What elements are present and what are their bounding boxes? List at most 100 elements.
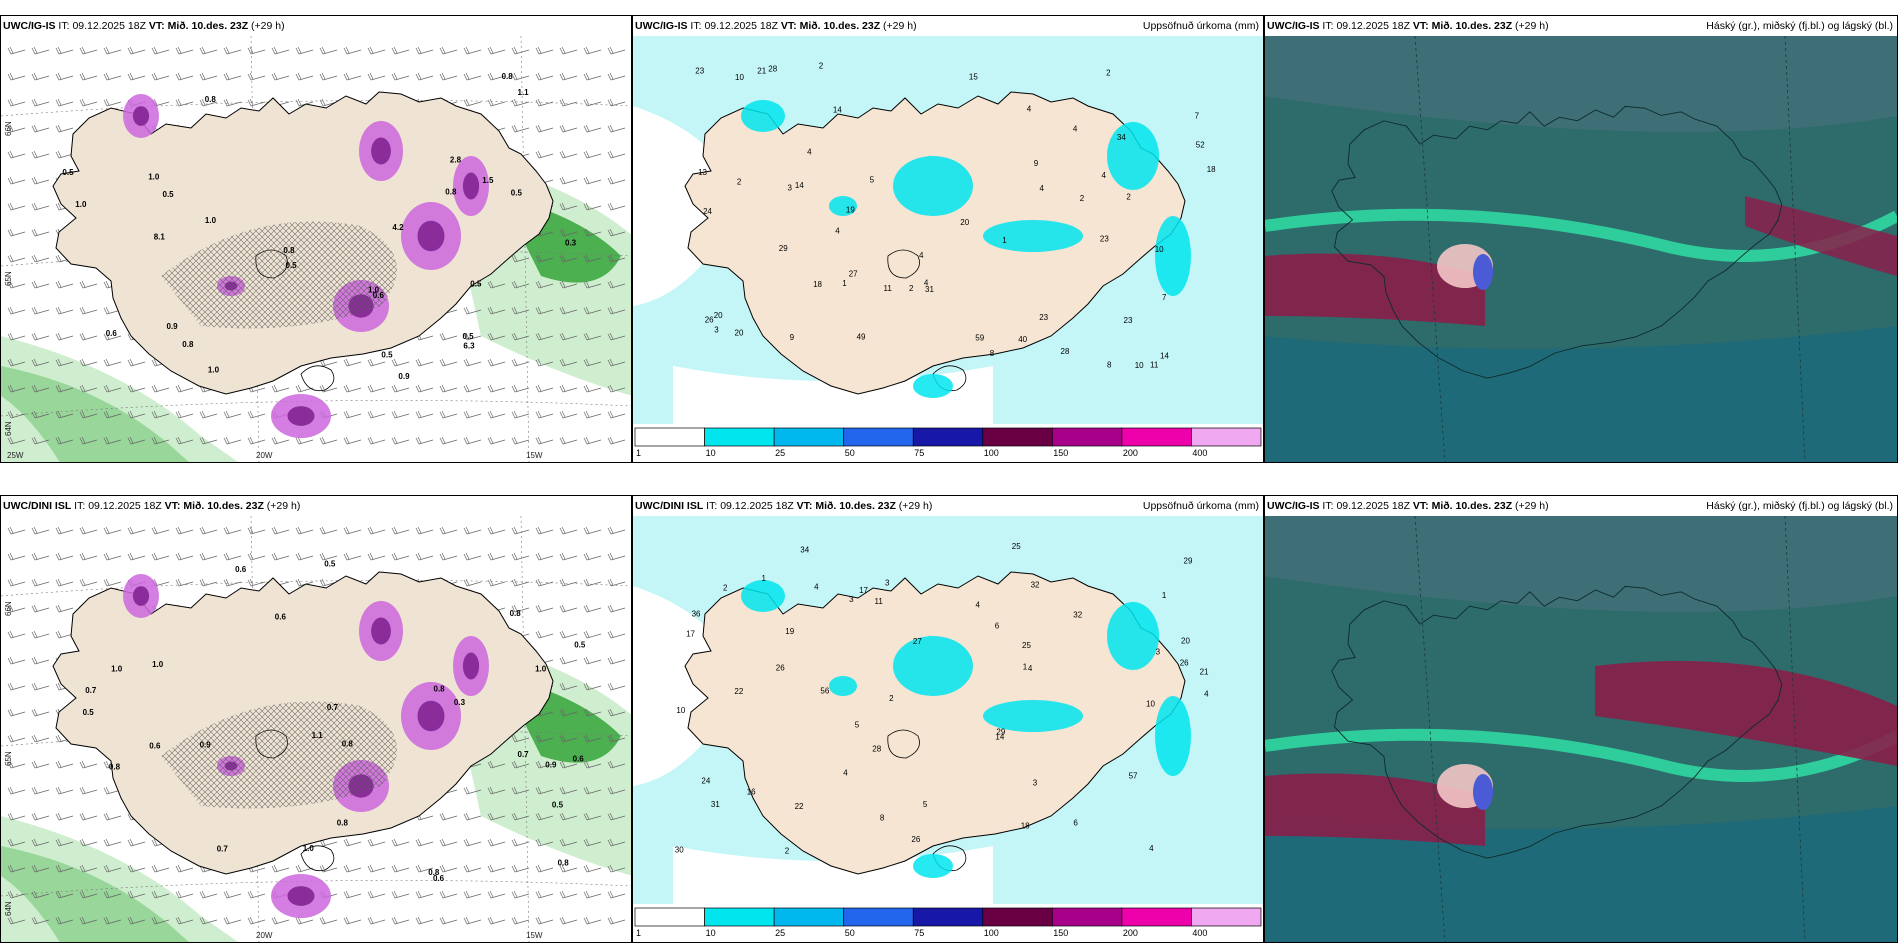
wind-barb: [607, 552, 626, 561]
wind-barb: [7, 656, 26, 665]
value-label: 3: [1156, 648, 1161, 657]
map-area[interactable]: 4 3 21 23 11 14 2 4 1 2 2 15 23 8 19 23 20 18 7 5 10 14 40 18 23…: [633, 36, 1263, 462]
wind-barb: [343, 358, 362, 367]
wind-barb: [31, 708, 50, 717]
colorbar-swatch: [634, 427, 705, 447]
run-info: UWC/IG-IS IT: 09.12.2025 18Z VT: Mið. 10…: [1267, 16, 1549, 36]
value-label: 2: [1106, 69, 1111, 78]
wind-barb: [535, 358, 554, 367]
wind-barb: [55, 280, 74, 289]
value-label: 40: [1018, 335, 1027, 344]
wind-barb: [271, 552, 290, 561]
wind-barb: [343, 436, 362, 445]
wind-barb: [439, 358, 458, 367]
value-label: 5: [923, 800, 928, 809]
run-info: UWC/IG-IS IT: 09.12.2025 18Z VT: Mið. 10…: [1267, 496, 1549, 516]
colorbar-tick: 10: [706, 448, 716, 458]
wind-barb: [103, 552, 122, 561]
lead-time: (+29 h): [898, 500, 933, 512]
wind-barb: [535, 630, 554, 639]
wind-barb: [583, 578, 602, 587]
wind-barb: [319, 72, 338, 81]
wind-barb: [127, 384, 146, 393]
wind-barb: [127, 838, 146, 847]
wind-barb: [439, 812, 458, 821]
wind-barb: [487, 760, 506, 769]
wind-barb: [391, 358, 410, 367]
wind-barb: [487, 838, 506, 847]
wind-barb: [607, 916, 626, 925]
value-label: 22: [795, 802, 804, 811]
value-label: 0.8: [337, 819, 349, 828]
value-label: 0.5: [470, 279, 482, 288]
value-label: 0.5: [463, 332, 475, 341]
wind-barb: [31, 150, 50, 159]
wind-barb: [607, 384, 626, 393]
lead-time: (+29 h): [251, 20, 285, 32]
wind-barb: [7, 436, 26, 445]
wind-barb: [79, 864, 98, 873]
precip-core: [462, 652, 480, 680]
value-label: 1: [1002, 236, 1007, 245]
wind-barb: [127, 46, 146, 55]
valid-time: Mið. 10.des. 23Z: [183, 500, 264, 512]
wind-barb: [463, 384, 482, 393]
wind-barb: [583, 124, 602, 133]
wind-barb: [367, 410, 386, 419]
map-area[interactable]: 66N 65N 64N 20W 15W 0.5 0.7 0.8 1.0 0.6 0.8 0.5 0.6 0…: [1, 516, 631, 942]
value-label: 1.5: [482, 176, 494, 185]
init-time-label: IT:: [690, 20, 702, 32]
wind-barb: [7, 812, 26, 821]
wind-barb: [511, 760, 530, 769]
value-label: 28: [768, 65, 777, 74]
wind-barb: [31, 838, 50, 847]
colorbar-swatch: [773, 907, 845, 927]
wind-barb: [223, 890, 242, 899]
graticule: [1414, 516, 1446, 942]
wind-barb: [127, 410, 146, 419]
wind-barb: [559, 864, 578, 873]
value-label: 29: [1184, 557, 1193, 566]
wind-barb: [607, 812, 626, 821]
value-label: 36: [692, 609, 701, 618]
wind-barb: [79, 332, 98, 341]
valid-time-label: VT:: [1412, 20, 1429, 32]
iceland-landmass: [684, 571, 1186, 875]
colorbar-tick: 150: [1053, 928, 1068, 938]
map-area[interactable]: 66N 65N 64N 25W 20W 15W 0.9 0.8 0.9 1.0 1.5 0.5 0.3 1…: [1, 36, 631, 462]
wind-barb: [7, 358, 26, 367]
wind-barb: [463, 552, 482, 561]
wind-barb: [559, 526, 578, 535]
wind-barb: [31, 358, 50, 367]
wind-barb: [199, 552, 218, 561]
wind-barb: [535, 280, 554, 289]
wind-barb: [535, 760, 554, 769]
map-area[interactable]: [1265, 516, 1897, 942]
wind-barb: [55, 332, 74, 341]
value-label: 13: [698, 168, 707, 177]
wind-barb: [415, 890, 434, 899]
wind-barb: [79, 98, 98, 107]
wind-barb: [463, 526, 482, 535]
wind-barb: [367, 552, 386, 561]
wind-barb: [559, 552, 578, 561]
wind-barb: [535, 890, 554, 899]
value-label: 29: [996, 728, 1005, 737]
wind-barb: [31, 384, 50, 393]
wind-barb: [463, 358, 482, 367]
map-area[interactable]: [1265, 36, 1897, 462]
panel-dini-isl-precip: UWC/DINI ISL IT: 09.12.2025 18Z VT: Mið.…: [632, 495, 1264, 943]
wind-barb: [607, 890, 626, 899]
wind-barb: [223, 526, 242, 535]
wind-barb: [55, 410, 74, 419]
wind-barb: [367, 72, 386, 81]
wind-barb: [175, 526, 194, 535]
colorbar-tick: 1: [636, 928, 641, 938]
wind-barb: [31, 228, 50, 237]
wind-barb: [535, 604, 554, 613]
init-time: 09.12.2025 18Z: [720, 500, 794, 512]
map-area[interactable]: 4 4 5 3 4 3 1 2 31 30 16 28 5 4 2 19 26 29 21 25 26 20 17 22 27 1…: [633, 516, 1263, 942]
value-label: 25: [1022, 641, 1031, 650]
